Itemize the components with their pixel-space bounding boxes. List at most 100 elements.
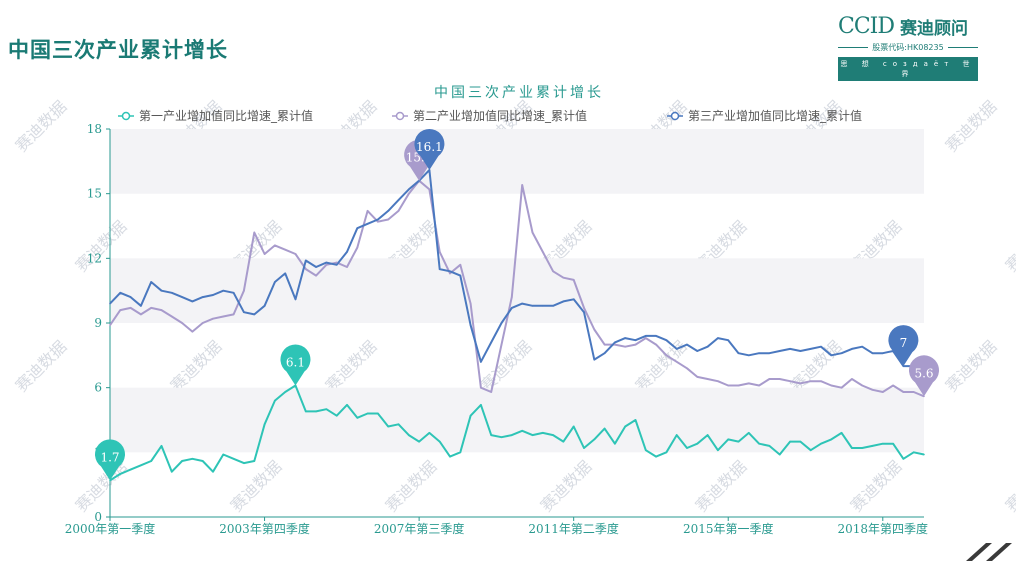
watermark-text: 赛迪数据 <box>1002 457 1016 516</box>
annotation-pin: 16.1 <box>414 128 445 170</box>
data-point <box>438 268 441 270</box>
data-point <box>614 343 616 346</box>
x-tick-label: 2000年第一季度 <box>65 521 156 536</box>
pin-shape <box>95 439 126 481</box>
data-point <box>799 440 802 443</box>
data-point <box>160 445 163 447</box>
data-point <box>665 339 668 342</box>
data-point <box>789 348 791 350</box>
data-point <box>665 451 668 454</box>
data-point <box>263 423 266 426</box>
pin-shape <box>888 325 919 367</box>
data-point <box>335 264 338 266</box>
data-point <box>232 458 235 460</box>
data-point <box>428 188 431 191</box>
y-tick-label: 18 <box>87 122 102 136</box>
data-point <box>315 274 317 277</box>
data-point <box>552 270 554 273</box>
pin-label: 16.1 <box>416 140 443 154</box>
logo-stock-code: 股票代码:HK08235 <box>872 43 944 52</box>
data-point <box>830 384 833 387</box>
data-point <box>809 348 812 350</box>
data-point <box>490 434 493 436</box>
data-point <box>717 337 719 339</box>
data-point <box>397 210 400 212</box>
data-point <box>645 449 647 452</box>
data-point <box>129 307 132 309</box>
series-lines <box>109 169 925 482</box>
data-point <box>830 354 833 357</box>
logo-mark: CCID <box>838 14 895 39</box>
data-point <box>109 302 111 305</box>
data-point <box>665 354 668 357</box>
data-point <box>531 434 534 436</box>
data-point <box>861 345 863 348</box>
data-point <box>284 248 287 251</box>
data-point <box>315 410 317 413</box>
data-point <box>150 281 152 283</box>
data-point <box>727 384 729 387</box>
data-point <box>675 434 678 436</box>
data-point <box>480 386 482 389</box>
y-tick-label: 15 <box>87 187 102 201</box>
data-point <box>449 270 451 273</box>
watermark-text: 赛迪数据 <box>942 337 1001 396</box>
data-point <box>459 264 462 266</box>
data-point <box>748 382 750 385</box>
value-annotations: 1.76.115.616.175.6 <box>95 128 940 481</box>
data-point <box>119 473 122 475</box>
data-point <box>408 434 410 436</box>
chart-legend: 第一产业增加值同比增速_累计值 第二产业增加值同比增速_累计值 第三产业增加值同比增… <box>118 108 862 123</box>
data-point <box>768 378 771 380</box>
data-point <box>552 305 554 307</box>
x-tick-label: 2011年第二季度 <box>528 521 619 536</box>
watermark-text: 赛迪数据 <box>322 337 381 396</box>
data-point <box>243 289 245 292</box>
data-point <box>583 311 585 314</box>
data-point <box>748 354 750 357</box>
data-point <box>603 427 606 430</box>
data-point <box>686 343 688 346</box>
logo-slogan: 思 想 создаёт 世 界 <box>838 57 978 81</box>
legend-label[interactable]: 第二产业增加值同比增速_累计值 <box>413 108 587 123</box>
pin-shape <box>414 128 445 170</box>
data-point <box>305 410 307 413</box>
data-point <box>274 399 276 402</box>
data-point <box>799 350 802 352</box>
legend-label[interactable]: 第三产业增加值同比增速_累计值 <box>688 108 862 123</box>
legend-swatch-marker <box>670 111 680 121</box>
data-point <box>109 324 111 327</box>
data-point <box>222 289 225 292</box>
watermark-text: 赛迪数据 <box>167 337 226 396</box>
data-point <box>212 294 214 296</box>
data-point <box>315 266 317 268</box>
legend-label[interactable]: 第一产业增加值同比增速_累计值 <box>139 108 313 123</box>
annotation-pin: 5.6 <box>909 355 940 397</box>
grid-band <box>110 258 924 323</box>
data-point <box>727 339 729 342</box>
data-point <box>820 345 822 348</box>
corner-decoration <box>966 543 1012 561</box>
data-point <box>140 313 142 316</box>
data-point <box>500 322 503 324</box>
data-point <box>840 352 843 355</box>
data-point <box>284 391 287 393</box>
data-point <box>645 335 647 337</box>
data-point <box>892 442 894 445</box>
chart-title: 中国三次产业累计增长 <box>434 85 604 101</box>
pin-shape <box>280 344 311 386</box>
watermark-text: 赛迪数据 <box>692 457 751 516</box>
watermark-text: 赛迪数据 <box>942 97 1001 156</box>
data-point <box>335 261 338 264</box>
data-point <box>686 367 688 370</box>
data-point <box>469 414 472 417</box>
data-point <box>706 434 709 436</box>
series-line-1 <box>109 384 925 482</box>
data-point <box>861 384 863 387</box>
data-point <box>480 404 482 406</box>
data-point <box>789 440 791 443</box>
data-point <box>737 384 740 387</box>
y-tick-label: 9 <box>94 316 102 330</box>
x-tick-label: 2018年第四季度 <box>838 521 929 536</box>
x-tick-label: 2015年第一季度 <box>683 521 774 536</box>
